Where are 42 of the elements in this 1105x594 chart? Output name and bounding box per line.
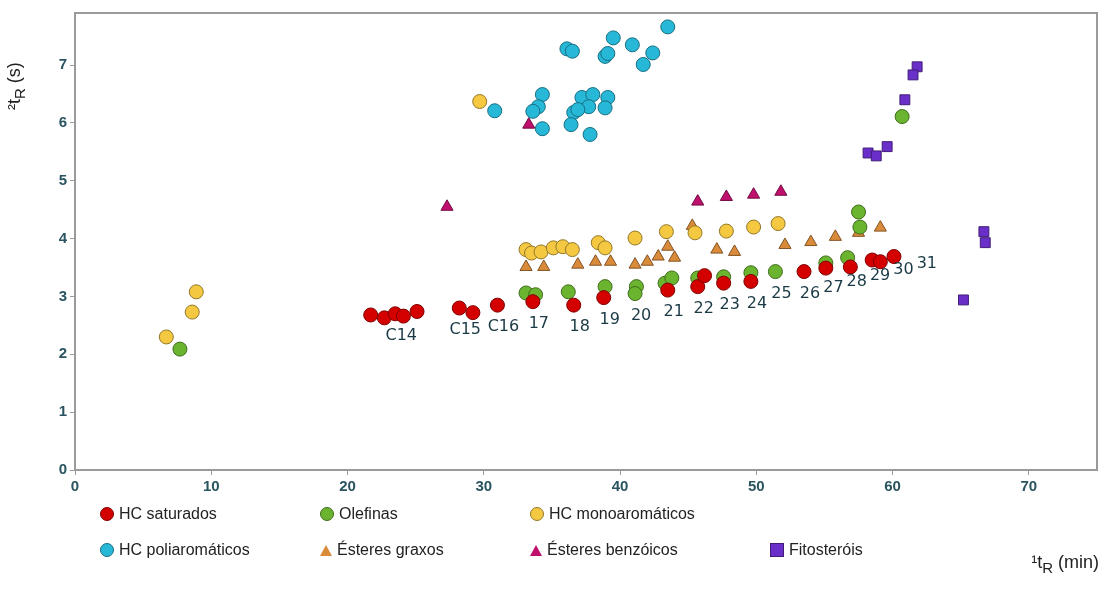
- annotation: C16: [487, 316, 520, 336]
- y-tick-label: 6: [58, 113, 67, 131]
- annotation: 29: [869, 264, 891, 284]
- annotation: 25: [771, 282, 792, 302]
- annotation: 20: [630, 304, 652, 324]
- annotation: 19: [599, 308, 620, 328]
- legend-label: HC monoaromáticos: [549, 505, 695, 523]
- annotation: 21: [663, 301, 684, 321]
- y-tick-label: 1: [58, 402, 67, 420]
- annotation: C14: [385, 324, 417, 344]
- legend-label: HC poliaromáticos: [119, 541, 250, 559]
- x-tick-label: 0: [70, 477, 80, 495]
- annotation: 18: [569, 316, 590, 336]
- x-axis-title: ¹t$_{R}$ (min): [1031, 552, 1099, 576]
- legend-label: Fitosteróis: [789, 541, 863, 559]
- x-tick-label: 30: [475, 477, 493, 495]
- annotation: 30: [893, 258, 914, 278]
- x-tick-label: 60: [884, 477, 901, 495]
- annotation: 22: [693, 297, 714, 317]
- legend-label: Ésteres graxos: [337, 541, 444, 559]
- y-tick-label: 7: [58, 55, 67, 73]
- x-tick-label: 40: [611, 477, 629, 495]
- legend-label: Olefinas: [339, 505, 398, 523]
- x-tick-label: 10: [202, 477, 220, 495]
- x-tick-label: 20: [339, 477, 356, 495]
- annotation: 24: [746, 292, 768, 312]
- annotation: 23: [719, 294, 740, 314]
- y-tick-label: 3: [58, 286, 67, 304]
- annotation: 17: [528, 312, 550, 332]
- annotation: 31: [916, 252, 937, 272]
- annotation: 28: [846, 270, 867, 290]
- y-tick-label: 0: [58, 460, 67, 478]
- y-tick-label: 4: [58, 228, 68, 246]
- annotation: 27: [823, 276, 844, 296]
- x-tick-label: 70: [1020, 477, 1038, 495]
- annotation: 26: [799, 282, 821, 302]
- y-tick-label: 5: [58, 170, 67, 188]
- legend-label: HC saturados: [119, 505, 217, 523]
- legend-label: Ésteres benzóicos: [547, 541, 678, 559]
- x-tick-label: 50: [747, 477, 765, 495]
- annotation: C15: [449, 319, 482, 339]
- y-tick-label: 2: [58, 344, 67, 362]
